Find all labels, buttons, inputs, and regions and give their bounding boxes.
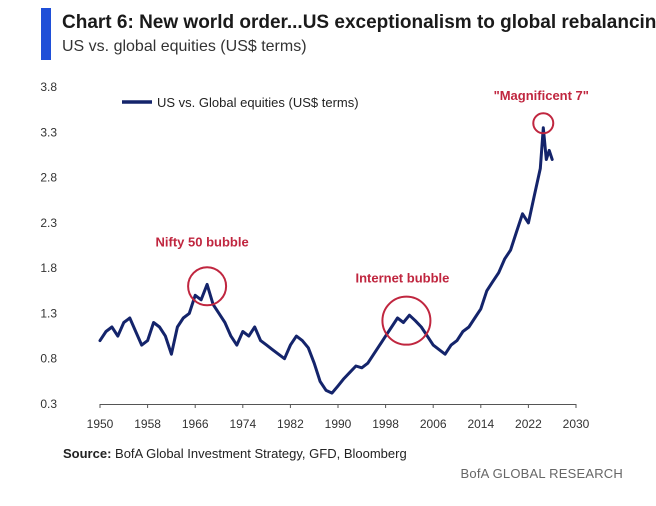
y-tick-label: 2.8 — [40, 171, 57, 185]
y-tick-label: 3.3 — [40, 125, 57, 139]
y-tick-label: 2.3 — [40, 216, 57, 230]
chart-title: Chart 6: New world order...US exceptiona… — [62, 12, 656, 33]
annotation-circle — [532, 112, 555, 135]
x-tick-label: 1950 — [87, 417, 114, 431]
legend-label: US vs. Global equities (US$ terms) — [157, 95, 359, 110]
x-tick-label: 1974 — [229, 417, 256, 431]
x-tick-label: 1990 — [325, 417, 352, 431]
series-line — [98, 126, 554, 395]
y-tick-label: 1.3 — [40, 306, 57, 320]
annotation-label: Internet bubble — [355, 271, 449, 286]
x-tick-label: 1966 — [182, 417, 209, 431]
annotation-label: "Magnificent 7" — [494, 88, 589, 103]
y-tick-label: 1.8 — [40, 261, 57, 275]
chart-subtitle: US vs. global equities (US$ terms) — [62, 38, 307, 55]
y-tick-label: 0.3 — [40, 397, 57, 411]
x-tick-label: 2022 — [515, 417, 542, 431]
source-text: BofA Global Investment Strategy, GFD, Bl… — [111, 446, 407, 461]
annotation-circle — [381, 295, 432, 346]
x-tick-label: 2030 — [563, 417, 590, 431]
y-tick-label: 0.8 — [40, 352, 57, 366]
x-tick-label: 2006 — [420, 417, 447, 431]
y-tick-label: 3.8 — [40, 80, 57, 94]
x-tick-label: 1998 — [372, 417, 399, 431]
x-tick-label: 2014 — [467, 417, 494, 431]
title-accent-bar — [41, 8, 51, 60]
annotation-circle — [187, 266, 228, 307]
source-label: Source: — [63, 446, 112, 461]
x-tick-label: 1958 — [134, 417, 161, 431]
footer-brand: BofA GLOBAL RESEARCH — [460, 466, 623, 481]
annotation-label: Nifty 50 bubble — [156, 234, 249, 249]
x-tick-label: 1982 — [277, 417, 304, 431]
source-note: Source: BofA Global Investment Strategy,… — [63, 446, 407, 461]
line-chart: 0.3 0.8 1.3 1.8 2.3 2.8 3.3 3.8 1950 1958 1966 1974… — [40, 80, 590, 431]
